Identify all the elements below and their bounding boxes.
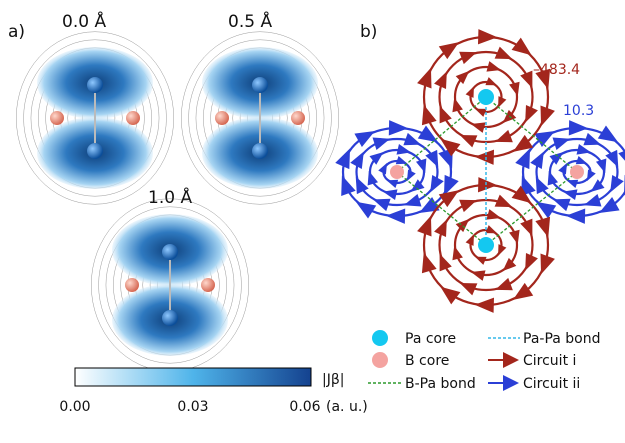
b-atom [291, 111, 305, 125]
pa-atom [252, 143, 268, 159]
pa-core [478, 237, 494, 253]
circuit-arrow [434, 69, 453, 89]
circuit-arrow [519, 105, 538, 125]
circuit-arrow [534, 254, 555, 277]
pa-atom [87, 77, 103, 93]
b-atom [215, 111, 229, 125]
pa-atom [162, 244, 178, 260]
circuit-arrow [335, 145, 357, 169]
circuit-arrow [618, 148, 625, 171]
circuit-arrow [386, 208, 406, 224]
legend-text: B core [405, 353, 449, 369]
pa-core [478, 89, 494, 105]
colorbar-label: |Jβ| [322, 372, 345, 388]
colorbar-unit: (a. u.) [326, 399, 368, 415]
circuit-arrow [519, 253, 538, 273]
figure: a) 0.0 Å 0.5 Å 1.0 Å 0.00 0.03 0.06 |Jβ|… [0, 0, 625, 439]
circuit-arrow [520, 219, 538, 239]
colorbar [75, 368, 311, 386]
circuit-arrow [474, 149, 494, 165]
circuit-arrow [434, 217, 453, 237]
pa-atom [162, 310, 178, 326]
legend: Pa core B core B-Pa bond Pa-Pa bond Circ… [368, 330, 601, 392]
b-core [390, 165, 404, 179]
colorbar-tick: 0.00 [59, 399, 90, 415]
displacement-label: 1.0 Å [148, 186, 192, 208]
circuit-arrow [382, 186, 398, 200]
circuit-arrow [470, 267, 486, 281]
colorbar-tick: 0.03 [177, 399, 208, 415]
legend-text: Circuit ii [523, 376, 580, 392]
legend-marker [503, 375, 519, 391]
circuit-arrow [397, 144, 413, 158]
circuit-arrow [486, 209, 502, 223]
circuit-arrow [566, 208, 586, 224]
circuit-arrow [459, 194, 479, 212]
circuit-arrow [562, 186, 578, 200]
b-atom [125, 278, 139, 292]
circuit-arrow [535, 217, 555, 240]
circuit-arrow [474, 297, 494, 313]
panel-label: b) [360, 22, 377, 42]
circuit-arrow [457, 277, 477, 295]
circuit-value: –483.4 [533, 62, 580, 78]
colorbar-tick: 0.06 [289, 399, 320, 415]
legend-marker [372, 330, 388, 346]
circuits [335, 29, 625, 313]
circuit-arrow [577, 144, 593, 158]
circuit-arrow [569, 120, 589, 136]
circuit-arrow [457, 129, 477, 147]
circuit-arrow [470, 119, 486, 133]
legend-marker [503, 352, 519, 368]
legend-text: Circuit i [523, 353, 576, 369]
circuit-arrow [434, 103, 452, 123]
circuit-arrow [495, 195, 515, 213]
circuit-arrow [486, 61, 502, 75]
legend-text: B-Pa bond [405, 376, 476, 392]
circuit-arrow [417, 65, 438, 88]
circuit-arrow [417, 213, 438, 236]
circuit-arrow [416, 250, 436, 273]
legend-text: Pa-Pa bond [523, 331, 601, 347]
circuit-arrow [335, 173, 356, 196]
pa-atom [252, 77, 268, 93]
b-atom [126, 111, 140, 125]
b-atom [201, 278, 215, 292]
circuit-arrow [478, 29, 498, 45]
circuit-arrow [493, 278, 513, 296]
pa-atom [87, 143, 103, 159]
circuit-arrow [495, 47, 515, 65]
legend-text: Pa core [405, 331, 456, 347]
circuit-arrow [434, 251, 452, 271]
circuit-arrow [389, 120, 409, 136]
b-core [570, 165, 584, 179]
circuit-arrow [416, 102, 436, 125]
circuit-arrow [478, 177, 498, 193]
displacement-label: 0.0 Å [62, 10, 106, 32]
legend-marker [372, 352, 388, 368]
circuit-arrow [534, 106, 555, 129]
b-atom [50, 111, 64, 125]
circuit-arrow [459, 46, 479, 64]
circuit-arrow [493, 130, 513, 148]
circuit-value: 10.3 [563, 103, 594, 119]
panel-label: a) [8, 22, 25, 42]
displacement-label: 0.5 Å [228, 10, 272, 32]
